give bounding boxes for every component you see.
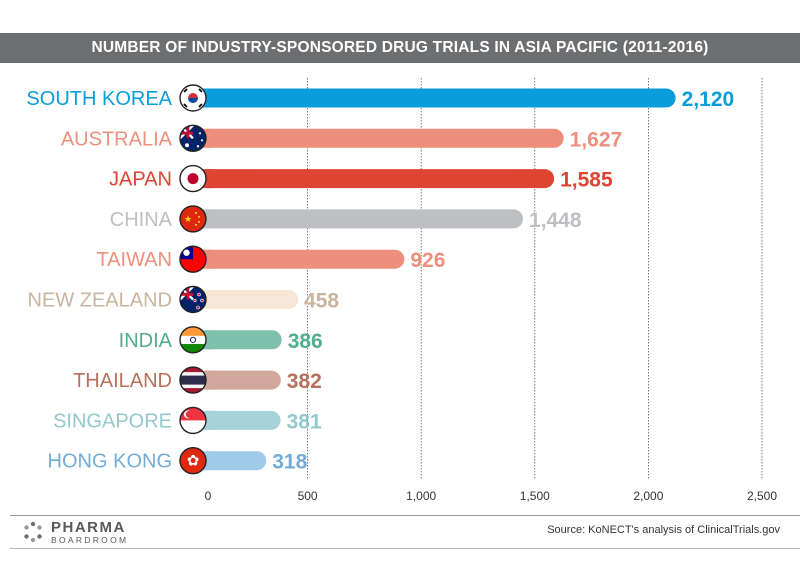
- category-label: HONG KONG: [48, 451, 172, 473]
- bar: [198, 169, 555, 189]
- value-label: 382: [287, 370, 322, 393]
- logo-mark-icon: [24, 521, 42, 543]
- bar: [198, 330, 282, 350]
- footer-divider: [10, 515, 800, 516]
- source-note: Source: KoNECT's analysis of ClinicalTri…: [547, 524, 780, 536]
- category-label: NEW ZEALAND: [28, 290, 172, 312]
- category-label: THAILAND: [73, 370, 172, 392]
- bar: [198, 410, 281, 430]
- x-tick-label: 500: [298, 489, 318, 503]
- australia-flag-icon: [179, 124, 207, 153]
- bar: [198, 249, 405, 269]
- category-label: TAIWAN: [96, 249, 172, 271]
- japan-flag-icon: [179, 164, 207, 193]
- thailand-flag-icon: [179, 366, 207, 394]
- hong-kong-flag-icon: ✿: [179, 447, 207, 475]
- logo-text-boardroom: BOARDROOM: [51, 534, 129, 545]
- bar: [198, 290, 299, 309]
- chart-title: NUMBER OF INDUSTRY-SPONSORED DRUG TRIALS…: [0, 33, 800, 63]
- svg-text:★: ★: [184, 214, 192, 224]
- value-label: 1,585: [560, 169, 613, 192]
- value-label: 318: [272, 451, 307, 474]
- value-label: 2,120: [682, 88, 735, 111]
- category-label: INDIA: [119, 330, 173, 352]
- china-flag-icon: ★: [179, 205, 207, 233]
- bar: [198, 451, 267, 471]
- india-flag-icon: [179, 326, 207, 354]
- category-label: AUSTRALIA: [61, 128, 173, 150]
- x-tick-label: 1,500: [520, 489, 550, 503]
- value-label: 386: [288, 330, 323, 353]
- bar: [198, 128, 564, 148]
- x-tick-label: 1,000: [406, 489, 436, 503]
- value-label: 926: [410, 249, 445, 272]
- south-korea-flag-icon: [179, 84, 207, 112]
- bar: [198, 370, 281, 390]
- category-label: SINGAPORE: [53, 410, 172, 432]
- taiwan-flag-icon: [179, 245, 207, 273]
- new-zealand-flag-icon: [179, 285, 207, 314]
- svg-text:✿: ✿: [187, 453, 200, 470]
- category-label: JAPAN: [109, 169, 172, 191]
- footer-bottom-divider: [10, 548, 800, 549]
- value-label: 1,448: [529, 209, 582, 232]
- logo-text-pharma: PHARMA: [51, 518, 126, 536]
- bar: [198, 88, 676, 108]
- value-label: 381: [287, 410, 322, 433]
- value-label: 458: [304, 290, 339, 313]
- singapore-flag-icon: [179, 406, 207, 435]
- pharma-boardroom-logo: PHARMA BOARDROOM: [22, 520, 128, 544]
- category-label: SOUTH KOREA: [26, 88, 172, 110]
- value-label: 1,627: [570, 128, 623, 151]
- x-tick-label: 0: [205, 489, 212, 503]
- x-tick-label: 2,500: [747, 489, 777, 503]
- category-label: CHINA: [110, 209, 173, 231]
- x-tick-label: 2,000: [633, 489, 663, 503]
- bar: [198, 209, 523, 229]
